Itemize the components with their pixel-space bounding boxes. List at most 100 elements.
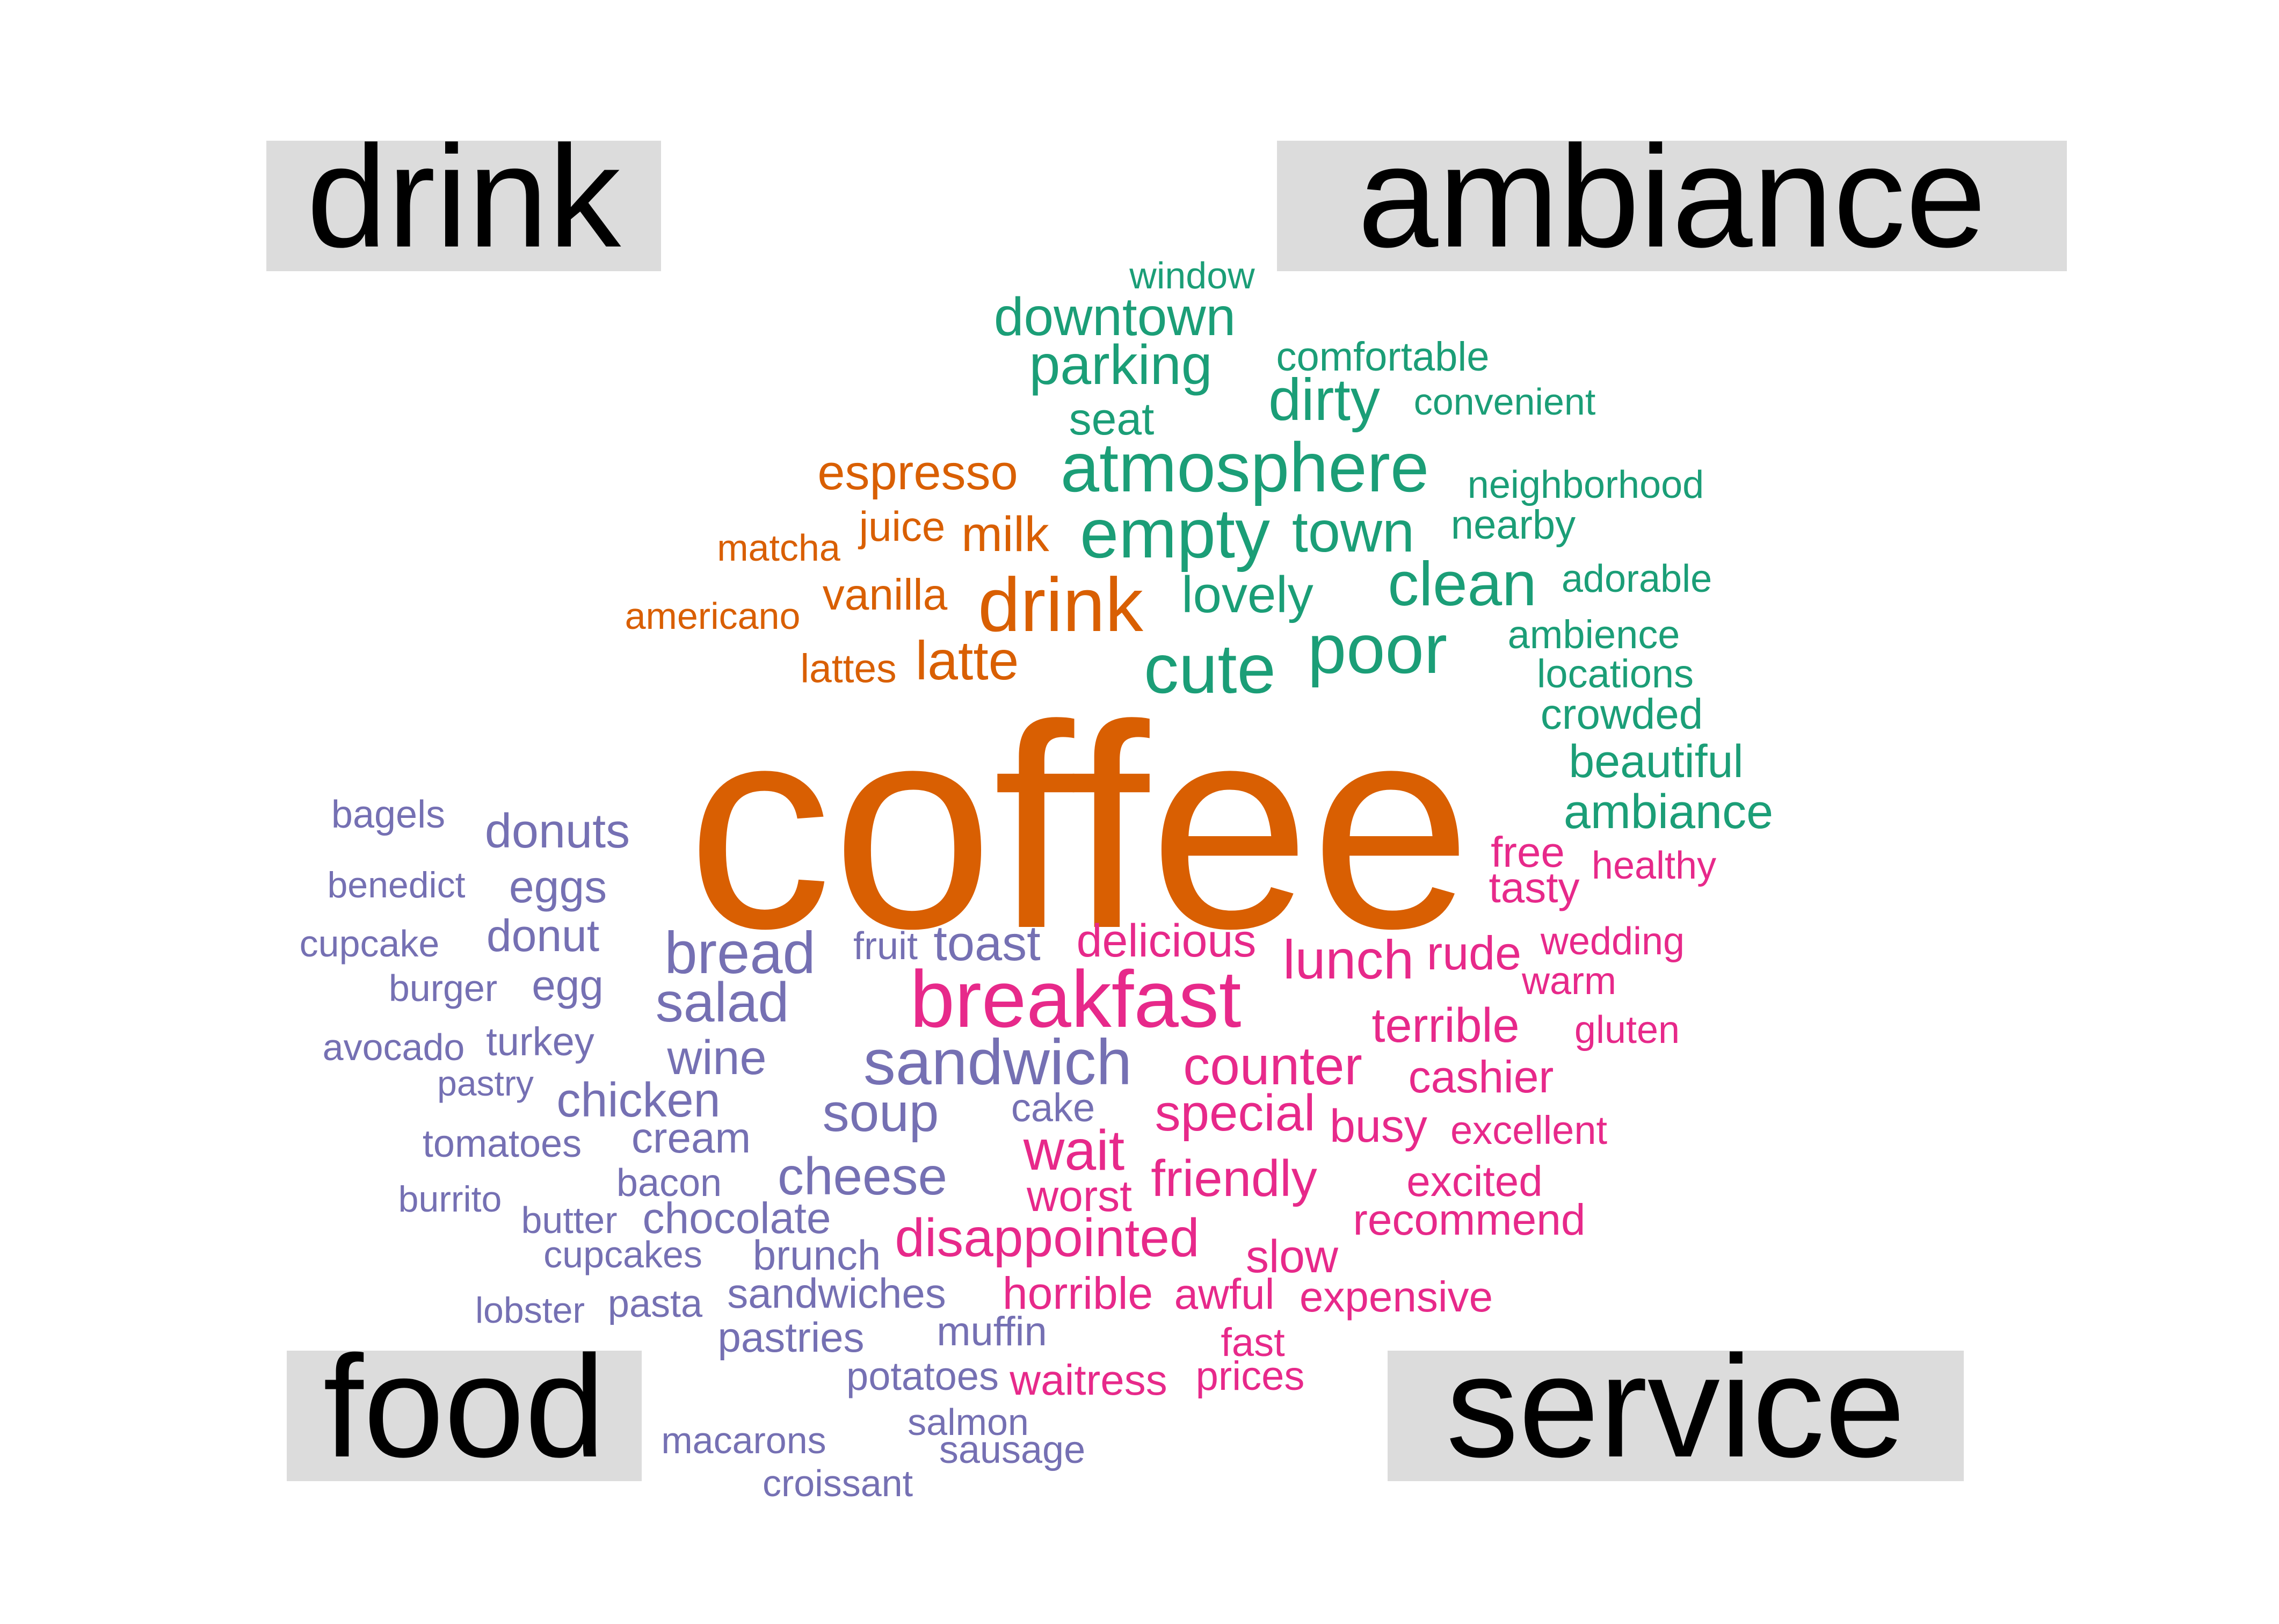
- word-sandwiches: sandwiches: [727, 1270, 946, 1317]
- word-special: special: [1155, 1084, 1316, 1142]
- word-cute: cute: [1144, 629, 1276, 708]
- category-label-food-text: food: [323, 1351, 606, 1481]
- word-fast: fast: [1221, 1320, 1285, 1365]
- word-comfortable: comfortable: [1276, 334, 1490, 380]
- word-lobster: lobster: [475, 1290, 585, 1331]
- word-clean: clean: [1388, 549, 1537, 619]
- word-window: window: [1129, 255, 1255, 296]
- word-lunch: lunch: [1283, 929, 1414, 990]
- word-macarons: macarons: [661, 1419, 826, 1461]
- word-vanilla: vanilla: [822, 570, 948, 619]
- word-burrito: burrito: [398, 1179, 502, 1220]
- word-wait: wait: [1023, 1119, 1125, 1182]
- word-rude: rude: [1426, 926, 1522, 980]
- word-downtown: downtown: [993, 287, 1236, 347]
- word-empty: empty: [1079, 494, 1271, 572]
- word-breakfast: breakfast: [910, 954, 1242, 1044]
- word-bread: bread: [664, 920, 816, 986]
- word-parking: parking: [1029, 334, 1213, 396]
- word-donuts: donuts: [484, 804, 630, 858]
- category-label-drink: drink: [266, 141, 661, 271]
- word-horrible: horrible: [1002, 1268, 1153, 1318]
- word-terrible: terrible: [1371, 999, 1520, 1053]
- word-tasty: tasty: [1489, 864, 1580, 911]
- word-worst: worst: [1027, 1172, 1132, 1221]
- word-poor: poor: [1307, 610, 1448, 688]
- word-counter: counter: [1183, 1036, 1362, 1096]
- word-cake: cake: [1011, 1085, 1095, 1130]
- word-croissant: croissant: [762, 1462, 913, 1504]
- word-town: town: [1291, 499, 1415, 564]
- category-label-ambiance-text: ambiance: [1358, 141, 1986, 271]
- word-bacon: bacon: [616, 1162, 722, 1205]
- word-convenient: convenient: [1413, 381, 1596, 423]
- word-drink: drink: [978, 562, 1143, 648]
- word-matcha: matcha: [717, 527, 840, 569]
- word-excellent: excellent: [1450, 1108, 1608, 1152]
- word-wedding: wedding: [1540, 920, 1685, 963]
- word-salad: salad: [655, 972, 789, 1034]
- word-toast: toast: [933, 916, 1041, 971]
- word-burger: burger: [388, 967, 498, 1009]
- word-neighborhood: neighborhood: [1467, 463, 1704, 506]
- word-eggs: eggs: [509, 861, 607, 912]
- word-crowded: crowded: [1540, 690, 1703, 738]
- word-cupcake: cupcake: [299, 923, 440, 965]
- word-potatoes: potatoes: [846, 1354, 999, 1398]
- word-slow: slow: [1245, 1231, 1339, 1282]
- word-muffin: muffin: [937, 1309, 1047, 1354]
- word-egg: egg: [532, 961, 604, 1009]
- word-recommend: recommend: [1353, 1195, 1586, 1244]
- word-disappointed: disappointed: [895, 1208, 1200, 1268]
- word-waitress: waitress: [1010, 1356, 1167, 1404]
- word-cream: cream: [631, 1114, 751, 1162]
- word-ambience: ambience: [1507, 612, 1680, 657]
- word-busy: busy: [1330, 1100, 1427, 1152]
- word-adorable: adorable: [1561, 557, 1712, 600]
- word-chocolate: chocolate: [642, 1194, 831, 1243]
- word-seat: seat: [1069, 394, 1155, 444]
- category-label-food: food: [287, 1351, 642, 1481]
- word-coffee: coffee: [687, 665, 1472, 989]
- word-salmon: salmon: [908, 1401, 1029, 1443]
- word-locations: locations: [1536, 651, 1694, 696]
- word-turkey: turkey: [486, 1019, 594, 1064]
- word-sandwich: sandwich: [863, 1026, 1133, 1098]
- word-expensive: expensive: [1299, 1273, 1493, 1321]
- word-lattes: lattes: [800, 646, 897, 691]
- word-ambiance: ambiance: [1563, 785, 1774, 839]
- word-soup: soup: [822, 1083, 939, 1143]
- word-cheese: cheese: [777, 1147, 948, 1206]
- word-gluten: gluten: [1574, 1009, 1680, 1052]
- category-label-service-text: service: [1446, 1351, 1906, 1481]
- word-lovely: lovely: [1181, 566, 1313, 624]
- word-benedict: benedict: [327, 865, 466, 905]
- word-healthy: healthy: [1591, 844, 1717, 887]
- word-pastries: pastries: [717, 1314, 865, 1361]
- word-chicken: chicken: [556, 1074, 721, 1127]
- word-butter: butter: [521, 1199, 618, 1241]
- word-free: free: [1491, 828, 1565, 876]
- word-milk: milk: [961, 507, 1049, 562]
- word-sausage: sausage: [939, 1429, 1086, 1471]
- word-avocado: avocado: [322, 1026, 465, 1068]
- word-friendly: friendly: [1151, 1150, 1317, 1207]
- word-pastry: pastry: [437, 1063, 534, 1103]
- word-prices: prices: [1195, 1353, 1305, 1399]
- word-nearby: nearby: [1450, 502, 1576, 548]
- category-label-service: service: [1388, 1351, 1964, 1481]
- category-label-ambiance: ambiance: [1277, 141, 2067, 271]
- word-awful: awful: [1174, 1270, 1275, 1318]
- word-bagels: bagels: [331, 793, 446, 836]
- word-dirty: dirty: [1268, 367, 1380, 433]
- word-juice: juice: [859, 503, 946, 550]
- word-latte: latte: [915, 630, 1019, 691]
- word-beautiful: beautiful: [1569, 736, 1744, 787]
- word-donut: donut: [486, 910, 600, 961]
- word-excited: excited: [1406, 1157, 1543, 1205]
- word-espresso: espresso: [817, 445, 1018, 500]
- word-warm: warm: [1522, 960, 1616, 1003]
- word-delicious: delicious: [1076, 915, 1257, 967]
- word-americano: americano: [625, 595, 801, 637]
